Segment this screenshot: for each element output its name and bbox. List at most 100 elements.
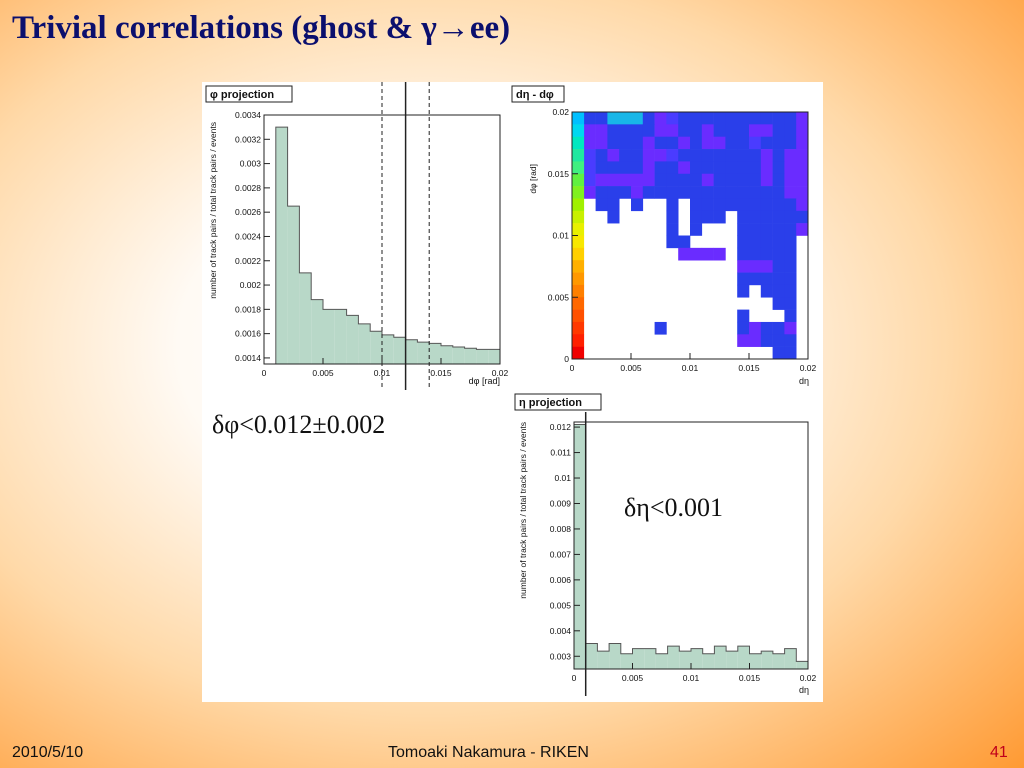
- y-axis-label: dφ [rad]: [528, 164, 538, 194]
- x-tick-label: 0.02: [492, 368, 509, 378]
- heatmap-cell: [631, 186, 644, 199]
- heatmap-cell: [619, 124, 632, 137]
- heatmap-cell: [760, 223, 773, 236]
- heatmap-cell: [701, 149, 714, 162]
- chart-title: dη - dφ: [516, 89, 554, 101]
- heatmap-cell: [690, 186, 703, 199]
- heatmap-cell: [572, 186, 585, 199]
- footer-date: 2010/5/10: [12, 744, 84, 761]
- heatmap-cell: [737, 260, 750, 273]
- heatmap-cell: [784, 247, 797, 261]
- heatmap-cell: [749, 334, 762, 347]
- heatmap-cell: [654, 149, 667, 162]
- heatmap-cell: [737, 149, 750, 162]
- heatmap-cell: [749, 223, 762, 236]
- heatmap-cell: [737, 247, 750, 261]
- heatmap-cell: [690, 136, 703, 150]
- heatmap-cell: [595, 198, 608, 212]
- histogram-bar: [358, 323, 371, 364]
- eta-projection-chart: η projection 0 0.005 0.01 0.015 0.02 0.003 0.00…: [514, 393, 817, 696]
- heatmap-cell: [737, 334, 750, 347]
- x-tick-label: 0.015: [739, 673, 761, 683]
- heatmap-cell: [690, 247, 703, 261]
- x-tick-label: 0: [572, 673, 577, 683]
- x-axis-label: dη: [799, 685, 809, 695]
- heatmap-cell: [642, 136, 655, 150]
- y-tick-label: 0.005: [550, 600, 572, 610]
- heatmap-cell: [583, 173, 596, 187]
- histogram-bar: [393, 337, 406, 364]
- histogram-bar: [691, 648, 703, 669]
- heatmap-cell: [772, 112, 785, 125]
- histogram-outline: [275, 126, 501, 364]
- y-tick-label: 0.01: [552, 231, 569, 241]
- heatmap-cell: [631, 112, 644, 125]
- chart-title: φ projection: [210, 89, 274, 101]
- heatmap-cell: [725, 124, 738, 137]
- heatmap-cell: [690, 149, 703, 162]
- heatmap-cell: [607, 198, 620, 212]
- heatmap-cell: [572, 321, 585, 335]
- heatmap-cell: [631, 173, 644, 187]
- heatmap-cell: [701, 247, 714, 261]
- chart-title: η projection: [519, 397, 582, 409]
- heatmap-cell: [607, 210, 620, 224]
- heatmap-cell: [690, 112, 703, 125]
- heatmap-cell: [772, 149, 785, 162]
- histogram-bar: [632, 648, 645, 669]
- y-axis-label: number of track pairs / total track pair…: [208, 122, 218, 299]
- heatmap-cell: [654, 186, 667, 199]
- heatmap-cell: [749, 247, 762, 261]
- x-tick-label: 0.01: [683, 673, 700, 683]
- heatmap-cell: [772, 334, 785, 347]
- y-tick-label: 0.012: [550, 422, 572, 432]
- heatmap-cell: [690, 124, 703, 137]
- heatmap-cell: [678, 161, 691, 175]
- heatmap-cell: [796, 210, 809, 224]
- heatmap-cell: [725, 112, 738, 125]
- heatmap-cell: [737, 210, 750, 224]
- heatmap-cell: [678, 112, 691, 125]
- heatmap-cell: [572, 124, 585, 137]
- histogram-bar: [597, 651, 610, 669]
- histogram-bar: [585, 643, 598, 669]
- heatmap-cell: [760, 173, 773, 187]
- x-tick-label: 0.01: [682, 363, 699, 373]
- y-tick-label: 0.007: [550, 549, 572, 559]
- y-tick-label: 0.0034: [235, 110, 261, 120]
- heatmap-cell: [760, 235, 773, 249]
- heatmap-cell: [607, 149, 620, 162]
- heatmap-cell: [749, 210, 762, 224]
- y-tick-label: 0.004: [550, 626, 572, 636]
- heatmap-cell: [749, 112, 762, 125]
- x-tick-label: 0.005: [620, 363, 642, 373]
- heatmap-cell: [642, 186, 655, 199]
- heatmap-cell: [784, 321, 797, 335]
- heatmap-cell: [678, 124, 691, 137]
- heatmap-cell: [713, 112, 726, 125]
- histogram-bar: [370, 331, 382, 364]
- histogram-bar: [796, 661, 808, 669]
- heatmap-cell: [631, 198, 644, 212]
- heatmap-cell: [772, 321, 785, 335]
- heatmap-cell: [737, 161, 750, 175]
- heatmap-cell: [760, 260, 773, 273]
- x-tick-label: 0: [262, 368, 267, 378]
- heatmap-cell: [796, 173, 809, 187]
- y-tick-label: 0.011: [550, 448, 571, 458]
- y-tick-label: 0.009: [550, 498, 572, 508]
- y-tick-label: 0.0032: [235, 134, 261, 144]
- chart-title-box: [205, 85, 293, 103]
- histogram-bar: [726, 651, 738, 669]
- heatmap-cell: [760, 112, 773, 125]
- heatmap-cell: [725, 186, 738, 199]
- heatmap-cell: [701, 173, 714, 187]
- heatmap-cell: [760, 186, 773, 199]
- heatmap-cell: [595, 112, 608, 125]
- histogram-bar: [784, 648, 797, 669]
- heatmap-cell: [772, 297, 785, 310]
- heatmap-cell: [619, 149, 632, 162]
- page-number: 41: [990, 744, 1008, 761]
- histogram-outline: [573, 424, 809, 669]
- heatmap-cell: [607, 112, 620, 125]
